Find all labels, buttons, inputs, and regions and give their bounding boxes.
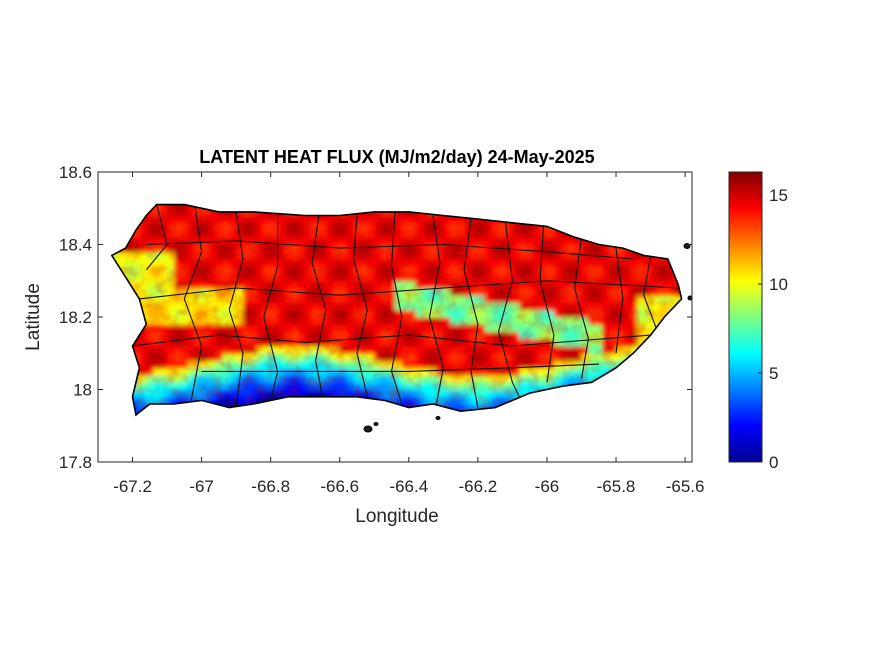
x-tick-label: -65.6 <box>666 477 705 496</box>
x-tick-label: -67.2 <box>113 477 152 496</box>
colorbar-gradient <box>728 171 763 463</box>
field-cell <box>692 201 700 209</box>
x-tick-label: -67 <box>189 477 214 496</box>
field-cell <box>692 332 700 340</box>
y-tick-label: 18.2 <box>59 308 92 327</box>
municipality-boundary <box>353 215 368 397</box>
x-tick-label: -66.8 <box>251 477 290 496</box>
field-cell <box>692 288 700 296</box>
municipality-boundaries <box>132 204 679 408</box>
field-cell <box>692 361 700 369</box>
field-cell <box>692 353 700 361</box>
field-cell <box>692 252 700 260</box>
plot-area: -67.2 -67 -66.8 -66.6 -66.4 -66.2 -66 -65.8 -65.… <box>59 163 705 496</box>
x-tick-label: -66.6 <box>320 477 359 496</box>
municipality-boundary <box>539 226 555 383</box>
y-axis-ticks: 17.8 18 18.2 18.4 18.6 <box>59 163 692 472</box>
field-cell <box>692 237 700 245</box>
x-tick-label: -66.4 <box>389 477 428 496</box>
field-cell <box>692 230 700 238</box>
colorbar-tick-label: 15 <box>769 186 788 205</box>
field-cell <box>692 208 700 216</box>
chart-title: LATENT HEAT FLUX (MJ/m2/day) 24-May-2025 <box>199 147 594 167</box>
field-cell <box>692 245 700 253</box>
islet-caja-de-muertos <box>363 425 373 433</box>
colorbar-tick-label: 10 <box>769 275 788 294</box>
islet-south-small-2 <box>435 416 441 420</box>
colorbar-ticks: 0 5 10 15 <box>758 186 788 472</box>
municipality-boundary <box>498 222 520 398</box>
field-cell <box>692 266 700 274</box>
field-cell <box>692 390 700 398</box>
y-tick-label: 18.4 <box>59 236 92 255</box>
field-cell <box>692 382 700 390</box>
municipality-boundary <box>263 211 279 401</box>
colorbar-tick-label: 0 <box>769 453 778 472</box>
field-cell <box>692 303 700 311</box>
municipality-boundary <box>574 237 589 379</box>
municipality-boundary <box>643 255 659 332</box>
colorbar-tick-label: 5 <box>769 364 778 383</box>
y-axis-label: Latitude <box>23 283 44 351</box>
municipality-boundary <box>615 248 624 354</box>
y-tick-label: 18 <box>73 381 92 400</box>
field-cell <box>692 375 700 383</box>
island-coastline <box>110 203 683 417</box>
municipality-boundary <box>146 240 634 260</box>
municipality-boundary <box>183 204 203 401</box>
municipality-boundary <box>145 204 168 271</box>
municipality-boundary <box>311 215 327 397</box>
x-tick-label: -66.2 <box>459 477 498 496</box>
y-tick-label: 18.6 <box>59 163 92 182</box>
field-cell <box>692 404 700 412</box>
municipality-boundary <box>132 334 651 347</box>
x-tick-label: -65.8 <box>597 477 636 496</box>
field-cell <box>692 194 700 202</box>
field-cell <box>692 339 700 347</box>
municipality-boundary <box>428 215 444 405</box>
field-cell <box>692 259 700 267</box>
field-cell <box>692 419 700 427</box>
field-cell <box>692 310 700 318</box>
x-axis-label: Longitude <box>355 506 438 527</box>
x-axis-ticks: -67.2 -67 -66.8 -66.6 -66.4 -66.2 -66 -65.8 -65.… <box>113 172 704 496</box>
field-cell <box>692 397 700 405</box>
field-cell <box>692 281 700 289</box>
colorbar: 0 5 10 15 <box>728 171 788 472</box>
municipality-boundary <box>390 211 403 405</box>
field-cell <box>692 216 700 224</box>
field-cell <box>692 295 700 303</box>
field-cell <box>692 368 700 376</box>
islet-south-small <box>373 422 379 426</box>
municipality-boundary <box>139 280 679 300</box>
islet-east-small-2 <box>687 295 693 301</box>
field-cell <box>692 223 700 231</box>
municipality-boundary <box>463 219 479 408</box>
y-tick-label: 17.8 <box>59 453 92 472</box>
field-cell <box>692 346 700 354</box>
x-tick-label: -66 <box>535 477 560 496</box>
field-cell <box>692 274 700 282</box>
municipality-boundary <box>201 363 599 372</box>
field-cell <box>692 324 700 332</box>
field-cell <box>692 411 700 419</box>
field-cell <box>692 317 700 325</box>
